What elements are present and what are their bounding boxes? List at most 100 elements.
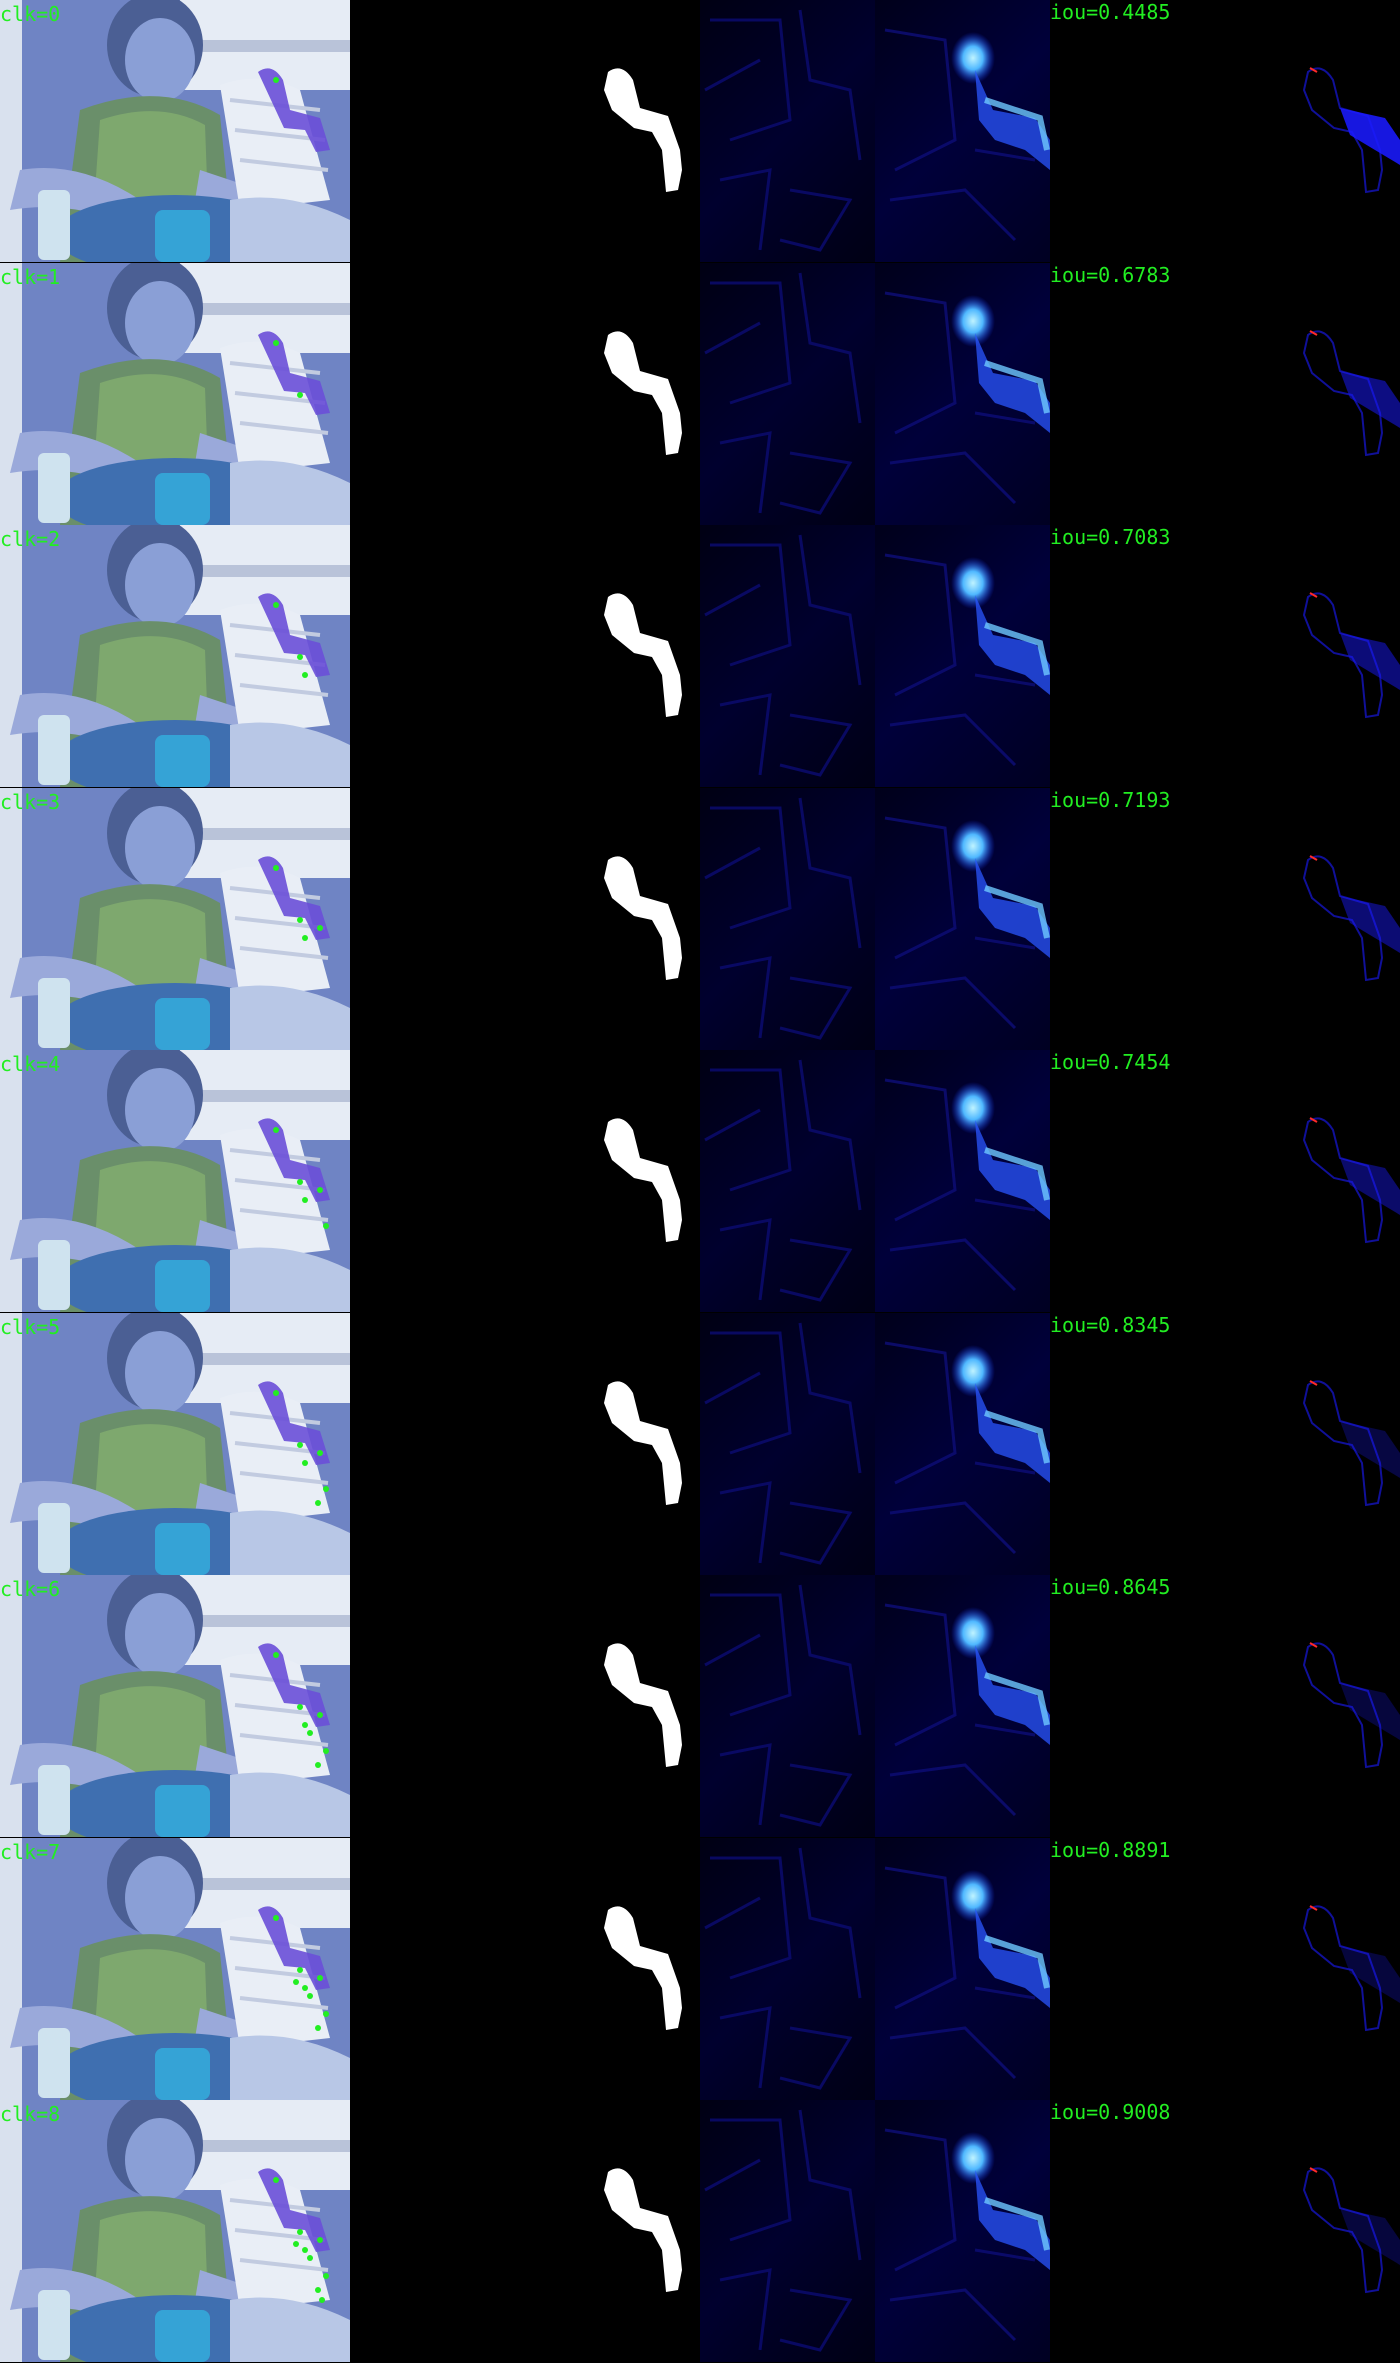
ground-truth-mask-panel [350, 1312, 700, 1575]
iou-label: iou=0.8645 [1050, 1575, 1171, 1600]
ground-truth-mask-shape [604, 856, 682, 980]
click-point [323, 1485, 329, 1492]
iou-score-panel: iou=0.7193 [1050, 787, 1225, 1050]
click-points [273, 339, 303, 398]
error-map-shape [1302, 1117, 1400, 1244]
feature-map-lines [704, 1585, 862, 1828]
click-count-label: clk=4 [0, 1052, 61, 1077]
prediction-heatmap-shape [884, 553, 1050, 767]
click-points [273, 602, 308, 679]
click-count-label: clk=8 [0, 2102, 61, 2127]
click-point [297, 391, 303, 398]
error-map-shape [1302, 854, 1400, 981]
result-row-7: clk=7 [0, 1837, 1400, 2100]
iou-label: iou=0.6783 [1050, 262, 1171, 287]
error-map-shape [1302, 329, 1400, 456]
result-row-8: clk=8 [0, 2100, 1400, 2363]
click-count-label: clk=7 [0, 1839, 61, 1864]
click-point [302, 2247, 308, 2254]
feature-map-panel [700, 787, 875, 1050]
click-point [297, 654, 303, 661]
click-point [323, 1223, 329, 1230]
photo-scene [0, 1050, 350, 1313]
click-point [273, 1127, 279, 1134]
error-map-shape [1302, 592, 1400, 719]
prediction-heatmap-panel [875, 787, 1050, 1050]
error-map-panel [1225, 1837, 1400, 2100]
error-map-shape [1302, 67, 1400, 194]
prediction-heatmap-shape [884, 291, 1050, 504]
click-point [297, 2229, 303, 2236]
feature-map-lines [704, 1322, 862, 1565]
click-point [307, 1992, 313, 1999]
click-points [273, 1127, 329, 1230]
iou-score-panel: iou=0.8645 [1050, 1575, 1225, 1838]
feature-map-panel [700, 1050, 875, 1313]
feature-map-panel [700, 2100, 875, 2363]
prediction-heatmap-panel [875, 2100, 1050, 2363]
click-points [273, 1914, 329, 2031]
feature-map-lines [704, 797, 862, 1040]
result-row-4: clk=4 [0, 1050, 1400, 1313]
iou-label: iou=0.8891 [1050, 1837, 1171, 1862]
error-map-shape [1302, 2167, 1400, 2294]
prediction-heatmap-panel [875, 1312, 1050, 1575]
input-photo-with-clicks: clk=3 [0, 787, 350, 1050]
error-map-panel [1225, 1575, 1400, 1838]
prediction-heatmap-shape [884, 1866, 1050, 2079]
click-point [317, 924, 323, 931]
click-point [273, 1389, 279, 1396]
click-point [302, 1984, 308, 1991]
prediction-heatmap-panel [875, 1575, 1050, 1838]
ground-truth-mask-panel [350, 1837, 700, 2100]
click-point [273, 1652, 279, 1659]
photo-scene [0, 1837, 350, 2100]
error-map-panel [1225, 0, 1400, 262]
click-point [317, 2237, 323, 2244]
input-photo-with-clicks: clk=5 [0, 1312, 350, 1575]
error-map-panel [1225, 1312, 1400, 1575]
click-count-label: clk=0 [0, 2, 61, 26]
click-point [302, 1197, 308, 1204]
result-row-3: clk=3 [0, 787, 1400, 1050]
click-count-label: clk=1 [0, 264, 61, 289]
ground-truth-mask-panel [350, 1575, 700, 1838]
click-point [273, 1914, 279, 1921]
error-map-shape [1302, 1379, 1400, 1506]
input-photo-with-clicks: clk=4 [0, 1050, 350, 1313]
iou-label: iou=0.7083 [1050, 525, 1171, 550]
click-count-label: clk=5 [0, 1314, 61, 1339]
iou-label: iou=0.8345 [1050, 1312, 1171, 1337]
feature-map-lines [704, 534, 862, 777]
click-point [273, 339, 279, 346]
click-point [323, 2010, 329, 2017]
input-photo-with-clicks: clk=6 [0, 1575, 350, 1838]
prediction-heatmap-shape [884, 2128, 1050, 2342]
click-point [297, 1966, 303, 1973]
click-point [323, 1748, 329, 1755]
prediction-heatmap-shape [884, 1078, 1050, 1292]
prediction-heatmap-panel [875, 262, 1050, 525]
ground-truth-mask-shape [604, 593, 682, 718]
iou-label: iou=0.7193 [1050, 787, 1171, 812]
click-point [315, 1499, 321, 1506]
click-point [273, 864, 279, 871]
click-points [273, 77, 279, 83]
error-map-panel [1225, 787, 1400, 1050]
photo-scene [0, 787, 350, 1050]
click-point [293, 2241, 299, 2248]
click-point [317, 1187, 323, 1194]
error-map-shape [1302, 1642, 1400, 1769]
feature-map-lines [704, 1060, 862, 1302]
prediction-heatmap-shape [884, 1341, 1050, 1554]
photo-scene [0, 262, 350, 525]
feature-map-panel [700, 262, 875, 525]
click-point [315, 2287, 321, 2294]
photo-scene [0, 525, 350, 788]
ground-truth-mask-panel [350, 0, 700, 262]
click-point [273, 2177, 279, 2184]
click-point [315, 2024, 321, 2031]
photo-scene [0, 2100, 350, 2363]
error-map-panel [1225, 525, 1400, 788]
iou-score-panel: iou=0.4485 [1050, 0, 1225, 262]
